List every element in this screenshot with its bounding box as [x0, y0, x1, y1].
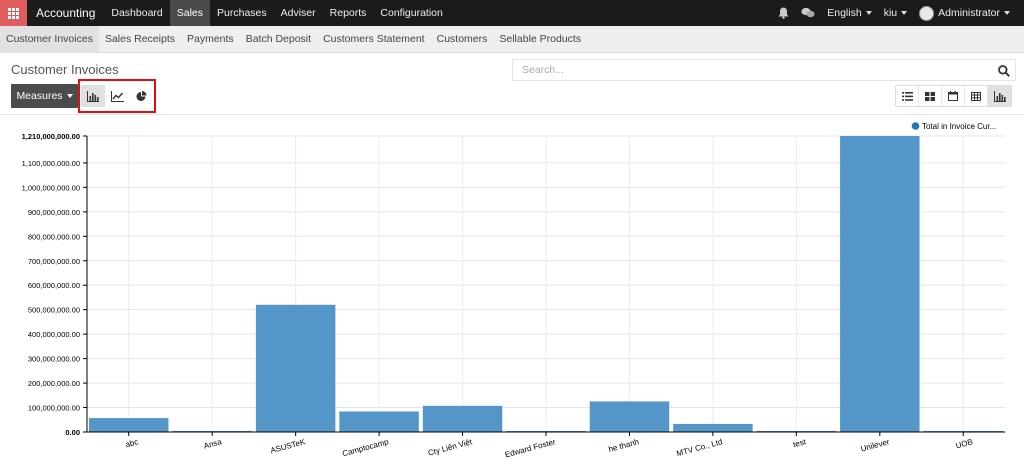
avatar — [919, 5, 935, 21]
chart-legend[interactable]: Total in Invoice Cur... — [911, 122, 997, 131]
measures-button[interactable]: Measures — [11, 84, 78, 108]
bar[interactable] — [422, 405, 503, 432]
y-tick-label: 800,000,000.00 — [28, 232, 80, 241]
view-switcher — [895, 85, 1012, 107]
y-tick-label: 400,000,000.00 — [28, 330, 80, 339]
graph-mode-switcher — [78, 79, 156, 113]
submenu-sales-receipts[interactable]: Sales Receipts — [104, 32, 175, 45]
y-tick-label: 300,000,000.00 — [28, 355, 80, 364]
measures-label: Measures — [16, 90, 63, 102]
top-navbar: Accounting Dashboard Sales Purchases Adv… — [0, 0, 1024, 26]
chart-bars — [89, 136, 1003, 432]
bar[interactable] — [840, 136, 920, 432]
chevron-down-icon — [1004, 11, 1010, 15]
bar[interactable] — [255, 304, 336, 432]
submenu-payments[interactable]: Payments — [187, 32, 234, 45]
pivot-view-icon[interactable] — [965, 86, 988, 106]
calendar-view-icon[interactable] — [942, 86, 965, 106]
chat-icon[interactable] — [795, 7, 821, 19]
systray: English kiu Administrator — [772, 0, 1024, 26]
submenu-customers[interactable]: Customers — [436, 32, 488, 45]
menu-adviser[interactable]: Adviser — [280, 7, 316, 19]
chevron-down-icon — [865, 11, 872, 15]
search-input[interactable]: Search... — [512, 59, 1016, 81]
menu-reports[interactable]: Reports — [329, 7, 367, 19]
list-view-icon[interactable] — [896, 86, 919, 106]
bar[interactable] — [89, 418, 169, 432]
x-tick-label: he thanh — [608, 437, 640, 454]
page-title: Customer Invoices — [11, 62, 119, 77]
x-tick-label: Camptocamp — [341, 437, 390, 458]
line-chart-icon[interactable] — [105, 85, 129, 107]
menu-purchases[interactable]: Purchases — [217, 7, 267, 19]
kanban-view-icon[interactable] — [919, 86, 942, 106]
search-icon[interactable] — [997, 64, 1011, 78]
menu-dashboard[interactable]: Dashboard — [111, 7, 163, 19]
sub-menu: Customer Invoices Sales Receipts Payment… — [0, 25, 1024, 53]
x-tick-label: Unilever — [860, 437, 891, 453]
chevron-down-icon — [901, 11, 908, 15]
y-tick-label: 200,000,000.00 — [28, 379, 80, 388]
submenu-customers-statement[interactable]: Customers Statement — [323, 32, 425, 45]
x-tick-label: Cty Liên Việt — [427, 437, 474, 458]
graph-view: 0.00 100,000,000.00 200,000,000.00 300,000,… — [0, 116, 1024, 473]
bar-chart: 0.00 100,000,000.00 200,000,000.00 300,000,… — [22, 122, 1005, 459]
y-tick-label: 1,000,000,000.00 — [22, 183, 80, 192]
user-name: Administrator — [938, 7, 1000, 19]
y-tick-label: 0.00 — [65, 428, 80, 437]
bar[interactable] — [339, 411, 419, 432]
submenu-batch-deposit[interactable]: Batch Deposit — [245, 32, 312, 45]
app-name[interactable]: Accounting — [36, 6, 96, 20]
y-tick-label: 1,100,000,000.00 — [22, 159, 80, 168]
x-tick-label: Edward Foster — [504, 437, 557, 459]
legend-label: Total in Invoice Cur... — [922, 122, 996, 131]
y-tick-label: 600,000,000.00 — [28, 281, 80, 290]
y-tick-label: 700,000,000.00 — [28, 257, 80, 266]
chevron-down-icon — [66, 94, 73, 98]
control-panel: Customer Invoices Search... Measures — [0, 53, 1024, 115]
x-tick-label: ASUSTeK — [269, 437, 306, 455]
graph-view-icon[interactable] — [988, 86, 1011, 106]
submenu-customer-invoices[interactable]: Customer Invoices — [0, 25, 99, 53]
bar[interactable] — [673, 423, 753, 432]
y-tick-label: 500,000,000.00 — [28, 306, 80, 315]
x-axis: abc Ansa ASUSTeK Camptocamp Cty Liên Việt Edw… — [87, 431, 1005, 459]
x-tick-label: MTV Co., Ltd — [676, 437, 724, 458]
language-label: English — [827, 7, 862, 19]
x-tick-label: Ansa — [203, 437, 223, 451]
x-tick-label: abc — [124, 437, 139, 449]
bar-chart-icon[interactable] — [81, 85, 106, 107]
company-dropdown[interactable]: kiu — [878, 7, 913, 19]
search-placeholder: Search... — [522, 64, 565, 76]
app-switcher-icon[interactable] — [0, 0, 27, 26]
bell-icon[interactable] — [772, 7, 795, 19]
x-tick-label: UOB — [955, 437, 974, 450]
x-tick-label: test — [792, 437, 808, 449]
legend-swatch — [911, 122, 920, 130]
user-menu[interactable]: Administrator — [913, 5, 1016, 21]
y-tick-label: 1,210,000,000.00 — [22, 132, 80, 141]
main-menu: Dashboard Sales Purchases Adviser Report… — [104, 0, 450, 26]
pie-chart-icon[interactable] — [130, 85, 154, 107]
y-axis: 0.00 100,000,000.00 200,000,000.00 300,000,… — [22, 132, 88, 437]
language-dropdown[interactable]: English — [821, 7, 877, 19]
menu-configuration[interactable]: Configuration — [380, 7, 443, 19]
y-tick-label: 100,000,000.00 — [28, 404, 80, 413]
y-tick-label: 900,000,000.00 — [28, 208, 80, 217]
menu-sales[interactable]: Sales — [169, 0, 211, 26]
submenu-sellable-products[interactable]: Sellable Products — [499, 32, 582, 45]
bar[interactable] — [589, 401, 670, 432]
company-label: kiu — [883, 7, 898, 19]
